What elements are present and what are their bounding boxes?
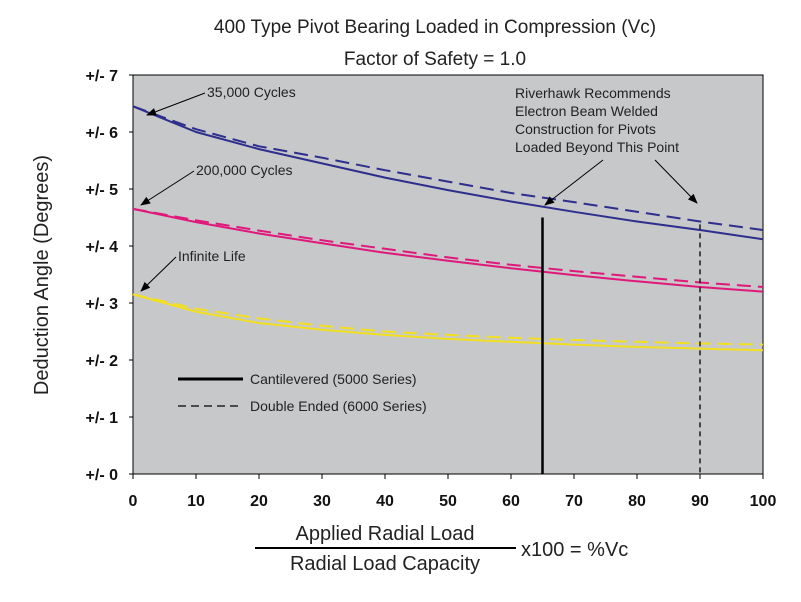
x-tick-label: 60 [502,493,520,510]
annotation-35000-cycles: 35,000 Cycles [207,84,296,100]
legend-label-cantilevered: Cantilevered (5000 Series) [250,371,417,387]
x-tick-label: 100 [750,493,777,510]
x-axis-label-suffix: x100 = %Vc [521,539,628,561]
series-line-4 [132,293,764,352]
series-layer [132,105,764,352]
x-tick-label: 50 [439,493,457,510]
y-tick-label: +/- 1 [86,410,119,427]
marker-layer [541,217,701,474]
y-axis: +/- 0 +/- 1 +/- 2 +/- 3 +/- 4 +/- 5 +/- 6 +/- 7 [86,68,133,484]
x-tick-label: 70 [565,493,583,510]
annotation-arrow-infinite [140,256,177,292]
annotation-infinite-life: Infinite Life [178,248,246,264]
x-tick-label: 20 [250,493,268,510]
annotation-riverhawk-line-2: Electron Beam Welded [515,103,658,119]
annotation-riverhawk-line-1: Riverhawk Recommends [515,85,671,101]
y-tick-label: +/- 3 [86,296,119,313]
legend: Cantilevered (5000 Series) Double Ended … [178,371,427,414]
x-tick-label: 30 [313,493,331,510]
x-tick-label: 80 [628,493,646,510]
annotation-riverhawk-line-4: Loaded Beyond This Point [515,139,679,155]
series-line-2 [132,207,764,293]
x-axis-label-denominator: Radial Load Capacity [290,553,480,575]
annotation-200000-cycles: 200,000 Cycles [196,162,293,178]
chart-subtitle: Factor of Safety = 1.0 [344,49,526,70]
x-tick-label: 40 [376,493,394,510]
chart-title: 400 Type Pivot Bearing Loaded in Compres… [214,17,656,38]
annotation-arrow-200000 [140,170,195,206]
annotation-arrow-35000 [146,92,206,116]
series-line-0 [132,105,764,241]
plot-area [132,74,764,475]
y-tick-label: +/- 7 [86,68,119,85]
y-tick-label: +/- 5 [86,182,119,199]
legend-label-double-ended: Double Ended (6000 Series) [250,398,427,414]
x-axis: 0 10 20 30 40 50 60 70 80 90 100 [129,474,777,510]
annotation-riverhawk-line-3: Construction for Pivots [515,121,656,137]
y-tick-label: +/- 6 [86,125,119,142]
annotation-arrow-65 [544,159,604,206]
x-tick-label: 10 [187,493,205,510]
x-axis-label-numerator: Applied Radial Load [295,523,474,545]
series-line-5 [132,293,764,346]
series-line-1 [132,105,764,231]
x-tick-label: 90 [691,493,709,510]
x-tick-label: 0 [129,493,138,510]
y-tick-label: +/- 2 [86,353,119,370]
y-tick-label: +/- 0 [86,467,119,484]
annotation-arrow-90 [654,159,698,204]
y-axis-label: Deduction Angle (Degrees) [31,155,53,395]
y-tick-label: +/- 4 [86,239,119,256]
series-line-3 [132,207,764,288]
